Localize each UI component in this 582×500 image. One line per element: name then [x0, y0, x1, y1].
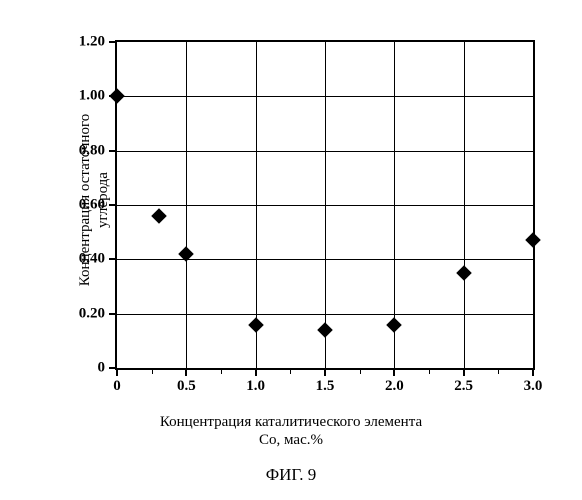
tick-x-minor: [429, 370, 430, 374]
data-marker: [525, 233, 541, 249]
data-marker: [387, 317, 403, 333]
gridline-vertical: [186, 42, 187, 368]
y-tick-label: 0.40: [79, 251, 105, 268]
data-marker: [317, 322, 333, 338]
tick-x-minor: [152, 370, 153, 374]
y-tick-label: 0.80: [79, 142, 105, 159]
tick-x-minor: [498, 370, 499, 374]
tick-x-minor: [360, 370, 361, 374]
tick-y: [109, 150, 115, 152]
tick-y: [109, 41, 115, 43]
y-tick-label: 0.60: [79, 197, 105, 214]
y-tick-label: 1.20: [79, 34, 105, 51]
plot-area: 00.200.400.600.801.001.2000.51.01.52.02.…: [115, 40, 535, 370]
tick-y: [109, 204, 115, 206]
y-tick-label: 0: [98, 360, 106, 377]
tick-x: [532, 370, 534, 376]
tick-x-minor: [221, 370, 222, 374]
x-tick-label: 3.0: [524, 378, 543, 395]
data-marker: [456, 265, 472, 281]
tick-x: [116, 370, 118, 376]
x-tick-label: 2.0: [385, 378, 404, 395]
tick-x: [393, 370, 395, 376]
tick-y: [109, 367, 115, 369]
gridline-vertical: [464, 42, 465, 368]
x-tick-label: 2.5: [454, 378, 473, 395]
x-tick-label: 1.5: [316, 378, 335, 395]
gridline-vertical: [325, 42, 326, 368]
data-marker: [109, 89, 125, 105]
tick-x: [255, 370, 257, 376]
tick-x: [463, 370, 465, 376]
data-marker: [248, 317, 264, 333]
y-tick-label: 0.20: [79, 305, 105, 322]
figure-caption: ФИГ. 9: [0, 465, 582, 485]
figure: Концентрация остаточного углерода 00.200…: [0, 0, 582, 500]
x-axis-label: Концентрация каталитического элемента Со…: [0, 413, 582, 449]
x-tick-label: 1.0: [246, 378, 265, 395]
tick-x: [324, 370, 326, 376]
x-tick-label: 0.5: [177, 378, 196, 395]
tick-x: [185, 370, 187, 376]
x-tick-label: 0: [113, 378, 121, 395]
tick-y: [109, 313, 115, 315]
tick-x-minor: [290, 370, 291, 374]
y-tick-label: 1.00: [79, 88, 105, 105]
data-marker: [151, 208, 167, 224]
tick-y: [109, 258, 115, 260]
